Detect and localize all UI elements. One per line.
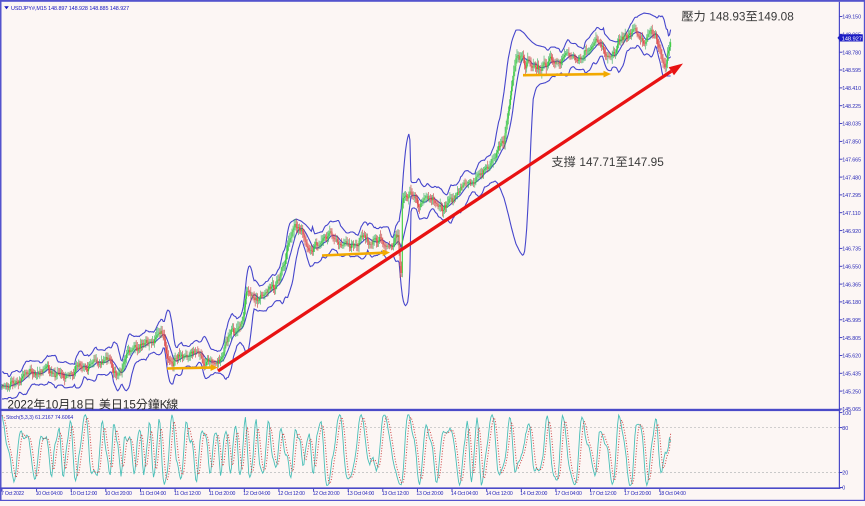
svg-text:146.735: 146.735 (842, 247, 861, 253)
svg-text:145.620: 145.620 (842, 354, 861, 360)
svg-text:148.035: 148.035 (842, 122, 861, 128)
svg-text:17 Oct 04:00: 17 Oct 04:00 (555, 491, 582, 497)
svg-text:17 Oct 12:00: 17 Oct 12:00 (590, 491, 617, 497)
svg-text:2022: 2022 (8, 399, 34, 412)
svg-text:14 Oct 12:00: 14 Oct 12:00 (486, 491, 513, 497)
svg-text:146.920: 146.920 (842, 229, 861, 235)
svg-text:148.410: 148.410 (842, 86, 861, 92)
svg-text:10 Oct 12:00: 10 Oct 12:00 (70, 491, 97, 497)
svg-text:80: 80 (842, 426, 848, 432)
svg-text:13 Oct 20:00: 13 Oct 20:00 (416, 491, 443, 497)
svg-text:145.805: 145.805 (842, 336, 861, 342)
svg-text:20: 20 (842, 471, 848, 477)
svg-text:148.780: 148.780 (842, 50, 861, 56)
svg-text:146.365: 146.365 (842, 282, 861, 288)
svg-text:Stoch(5,3,3) 61.2167 74.6064: Stoch(5,3,3) 61.2167 74.6064 (6, 415, 73, 421)
svg-text:145.435: 145.435 (842, 372, 861, 378)
svg-text:149.150: 149.150 (842, 15, 861, 21)
svg-text:147.295: 147.295 (842, 193, 861, 199)
svg-text:14 Oct 04:00: 14 Oct 04:00 (451, 491, 478, 497)
svg-text:146.550: 146.550 (842, 265, 861, 271)
svg-text:11 Oct 12:00: 11 Oct 12:00 (174, 491, 201, 497)
svg-text:147.110: 147.110 (842, 211, 860, 217)
svg-text:148.225: 148.225 (842, 104, 861, 110)
svg-text:17 Oct 20:00: 17 Oct 20:00 (624, 491, 651, 497)
svg-text:15: 15 (123, 399, 136, 412)
svg-text:13 Oct 04:00: 13 Oct 04:00 (347, 491, 374, 497)
svg-text:18: 18 (70, 399, 83, 412)
svg-text:11 Oct 20:00: 11 Oct 20:00 (209, 491, 236, 497)
svg-text:145.250: 145.250 (842, 389, 861, 395)
svg-text:149.08: 149.08 (758, 10, 795, 24)
svg-text:146.180: 146.180 (842, 300, 861, 306)
svg-text:11 Oct 04:00: 11 Oct 04:00 (140, 491, 167, 497)
svg-text:12 Oct 20:00: 12 Oct 20:00 (313, 491, 340, 497)
svg-text:10 Oct 20:00: 10 Oct 20:00 (105, 491, 132, 497)
svg-text:145.995: 145.995 (842, 318, 861, 324)
svg-text:K: K (160, 399, 168, 412)
svg-text:7 Oct 2022: 7 Oct 2022 (1, 491, 24, 497)
svg-text:147.71: 147.71 (579, 155, 615, 169)
svg-text:18 Oct 04:00: 18 Oct 04:00 (659, 491, 686, 497)
svg-text:147.480: 147.480 (842, 175, 861, 181)
svg-text:10: 10 (45, 399, 58, 412)
svg-text:147.850: 147.850 (842, 140, 861, 146)
svg-text:148.927: 148.927 (842, 36, 862, 42)
svg-text:0: 0 (842, 486, 845, 492)
svg-text:12 Oct 12:00: 12 Oct 12:00 (278, 491, 305, 497)
svg-text:USDJPY#,M15 148.897 148.928 1: USDJPY#,M15 148.897 148.928 148.885 148.… (11, 6, 129, 12)
svg-text:100: 100 (842, 411, 851, 417)
svg-text:148.93: 148.93 (709, 10, 746, 24)
svg-text:12 Oct 04:00: 12 Oct 04:00 (243, 491, 270, 497)
svg-text:148.595: 148.595 (842, 68, 861, 74)
svg-text:147.95: 147.95 (628, 155, 665, 169)
svg-text:13 Oct 12:00: 13 Oct 12:00 (382, 491, 409, 497)
svg-text:147.665: 147.665 (842, 157, 861, 163)
svg-text:145.065: 145.065 (842, 407, 861, 413)
svg-text:14 Oct 20:00: 14 Oct 20:00 (520, 491, 547, 497)
svg-text:10 Oct 04:00: 10 Oct 04:00 (36, 491, 63, 497)
